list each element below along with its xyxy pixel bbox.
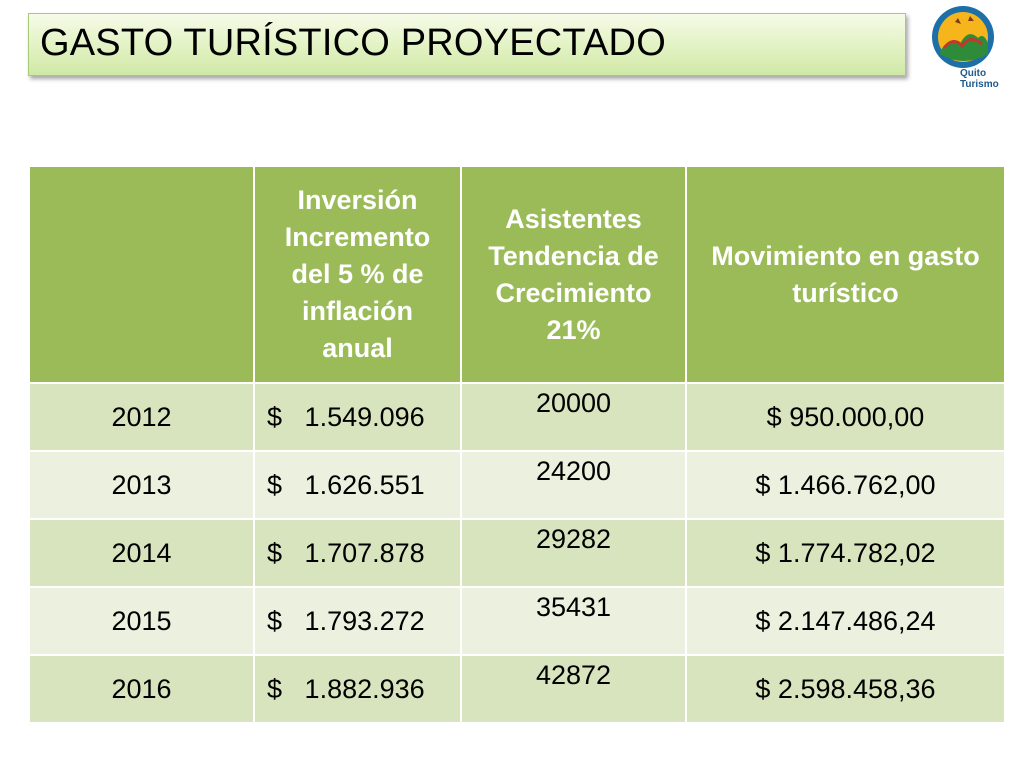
inversion-value: 1.882.936: [304, 673, 425, 704]
header-inversion: Inversión Incremento del 5 % de inflació…: [253, 165, 462, 384]
header-line: 21%: [546, 314, 601, 345]
header-line: Tendencia de: [488, 240, 659, 271]
table-row: 2014 $ 1.707.878 29282 $ 1.774.782,02: [28, 518, 1006, 588]
header-empty: [28, 165, 255, 384]
cell-asistentes: 35431: [460, 586, 687, 656]
header-line: Crecimiento: [495, 277, 652, 308]
cell-movimiento: $ 2.598.458,36: [685, 654, 1006, 724]
cell-movimiento: $ 2.147.486,24: [685, 586, 1006, 656]
cell-inversion: $ 1.793.272: [253, 586, 462, 656]
logo-text: Quito Turismo: [960, 68, 999, 90]
logo: Quito Turismo: [930, 4, 1016, 96]
cell-asistentes: 29282: [460, 518, 687, 588]
currency-symbol: $: [267, 401, 283, 432]
logo-line-1: Quito: [960, 68, 987, 79]
currency-symbol: $: [267, 469, 283, 500]
currency-symbol: $: [267, 537, 283, 568]
logo-line-2: Turismo: [960, 79, 999, 90]
header-line: inflación: [301, 296, 413, 326]
inversion-value: 1.626.551: [304, 469, 425, 500]
header-line: Incremento: [284, 222, 431, 252]
cell-movimiento: $ 950.000,00: [685, 382, 1006, 452]
cell-movimiento: $ 1.466.762,00: [685, 450, 1006, 520]
cell-year: 2016: [28, 654, 255, 724]
table-row: 2012 $ 1.549.096 20000 $ 950.000,00: [28, 382, 1006, 452]
cell-year: 2013: [28, 450, 255, 520]
cell-year: 2015: [28, 586, 255, 656]
quito-turismo-logo-icon: [932, 6, 994, 68]
inversion-value: 1.549.096: [304, 401, 425, 432]
tourism-spending-table: Inversión Incremento del 5 % de inflació…: [28, 165, 1006, 724]
header-line: Inversión: [297, 185, 418, 215]
table-row: 2013 $ 1.626.551 24200 $ 1.466.762,00: [28, 450, 1006, 520]
currency-symbol: $: [267, 605, 283, 636]
header-line: Movimiento en gasto: [711, 240, 980, 271]
header-line: del 5 % de: [291, 259, 424, 289]
title-box: GASTO TURÍSTICO PROYECTADO: [28, 13, 906, 76]
header-movimiento: Movimiento en gasto turístico: [685, 165, 1006, 384]
cell-inversion: $ 1.549.096: [253, 382, 462, 452]
cell-inversion: $ 1.626.551: [253, 450, 462, 520]
table-row: 2015 $ 1.793.272 35431 $ 2.147.486,24: [28, 586, 1006, 656]
table-header-row: Inversión Incremento del 5 % de inflació…: [28, 165, 1006, 384]
table-row: 2016 $ 1.882.936 42872 $ 2.598.458,36: [28, 654, 1006, 724]
cell-inversion: $ 1.707.878: [253, 518, 462, 588]
cell-year: 2014: [28, 518, 255, 588]
cell-year: 2012: [28, 382, 255, 452]
inversion-value: 1.707.878: [304, 537, 425, 568]
currency-symbol: $: [267, 673, 283, 704]
cell-movimiento: $ 1.774.782,02: [685, 518, 1006, 588]
inversion-value: 1.793.272: [304, 605, 425, 636]
cell-asistentes: 24200: [460, 450, 687, 520]
cell-inversion: $ 1.882.936: [253, 654, 462, 724]
header-line: anual: [322, 333, 393, 363]
header-line: Asistentes: [505, 203, 642, 234]
cell-asistentes: 20000: [460, 382, 687, 452]
cell-asistentes: 42872: [460, 654, 687, 724]
header-line: turístico: [792, 277, 899, 308]
page-title: GASTO TURÍSTICO PROYECTADO: [40, 22, 666, 64]
header-asistentes: Asistentes Tendencia de Crecimiento 21%: [460, 165, 687, 384]
